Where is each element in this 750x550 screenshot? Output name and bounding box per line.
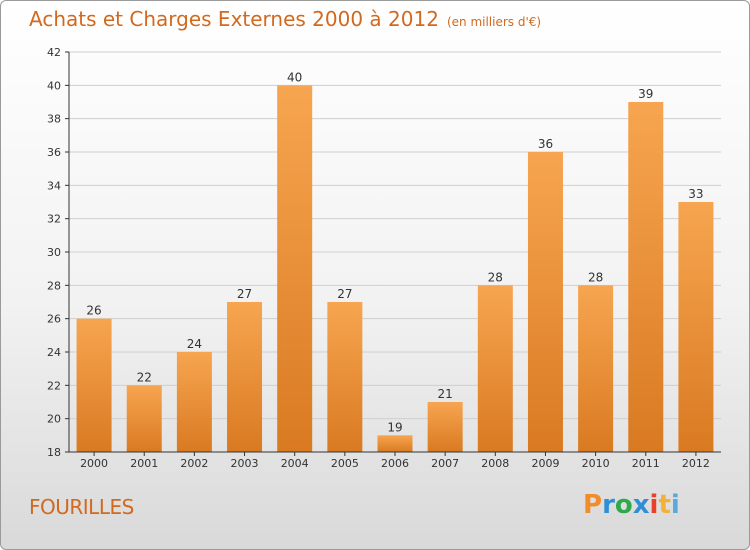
bar-value-label: 21 xyxy=(438,387,453,401)
bar-value-label: 33 xyxy=(688,187,703,201)
logo-letter: o xyxy=(614,490,633,520)
x-tick-label: 2010 xyxy=(582,457,610,470)
bar-value-label: 40 xyxy=(287,70,302,84)
x-tick-label: 2003 xyxy=(231,457,259,470)
bar xyxy=(377,435,413,452)
place-name: FOURILLES xyxy=(29,495,134,519)
x-tick-label: 2009 xyxy=(531,457,559,470)
chart-title: Achats et Charges Externes 2000 à 2012 (e… xyxy=(29,7,541,31)
bar-value-label: 28 xyxy=(588,270,603,284)
y-tick-label: 36 xyxy=(47,146,61,159)
x-tick-label: 2004 xyxy=(281,457,309,470)
x-tick-label: 2006 xyxy=(381,457,409,470)
x-tick-label: 2011 xyxy=(632,457,660,470)
y-tick-label: 28 xyxy=(47,279,61,292)
bar xyxy=(327,302,363,452)
bar xyxy=(477,285,513,452)
title-unit: (en milliers d'€) xyxy=(446,15,542,29)
x-tick-label: 2008 xyxy=(481,457,509,470)
y-tick-label: 34 xyxy=(47,179,61,192)
logo-letter: P xyxy=(583,490,603,520)
bar-value-label: 28 xyxy=(488,270,503,284)
bar-value-label: 26 xyxy=(86,304,101,318)
x-tick-label: 2007 xyxy=(431,457,459,470)
x-tick-label: 2002 xyxy=(180,457,208,470)
y-tick-label: 24 xyxy=(47,346,61,359)
bars xyxy=(76,85,714,452)
logo-letter: t xyxy=(658,490,671,520)
y-tick-label: 30 xyxy=(47,246,61,259)
bar xyxy=(176,352,212,452)
y-tick-label: 32 xyxy=(47,213,61,226)
bar-value-label: 27 xyxy=(337,287,352,301)
bar-value-label: 24 xyxy=(187,337,202,351)
bar xyxy=(76,318,112,452)
labels: 18 20 22 24 26 28 30 32 34 36 38 40 42 26 2000 22 2001 24… xyxy=(47,46,710,470)
bar xyxy=(277,85,313,452)
y-tick-label: 26 xyxy=(47,313,61,326)
grid-lines xyxy=(69,51,721,453)
bar xyxy=(678,202,714,452)
bar xyxy=(578,285,614,452)
x-tick-label: 2012 xyxy=(682,457,710,470)
bar xyxy=(628,102,664,452)
logo-letter: r xyxy=(602,490,615,520)
y-tick-label: 38 xyxy=(47,113,61,126)
logo-letter: i xyxy=(649,490,659,520)
proxiti-logo: Proxiti xyxy=(583,490,680,520)
bar-value-label: 27 xyxy=(237,287,252,301)
logo-letter: x xyxy=(632,490,650,520)
bar-value-label: 22 xyxy=(137,370,152,384)
y-tick-label: 18 xyxy=(47,446,61,459)
bar-value-label: 36 xyxy=(538,137,553,151)
logo-letter: i xyxy=(670,490,680,520)
y-tick-label: 20 xyxy=(47,413,61,426)
bar-value-label: 19 xyxy=(387,420,402,434)
x-tick-label: 2001 xyxy=(130,457,158,470)
x-tick-label: 2005 xyxy=(331,457,359,470)
x-tick-label: 2000 xyxy=(80,457,108,470)
y-tick-label: 42 xyxy=(47,46,61,59)
title-text: Achats et Charges Externes 2000 à 2012 xyxy=(29,7,439,31)
bar xyxy=(227,302,263,452)
bar xyxy=(527,152,563,452)
bar xyxy=(427,402,463,452)
bar xyxy=(126,385,162,452)
y-tick-label: 40 xyxy=(47,79,61,92)
axes xyxy=(65,51,721,456)
bar-value-label: 39 xyxy=(638,87,653,101)
y-tick-label: 22 xyxy=(47,379,61,392)
